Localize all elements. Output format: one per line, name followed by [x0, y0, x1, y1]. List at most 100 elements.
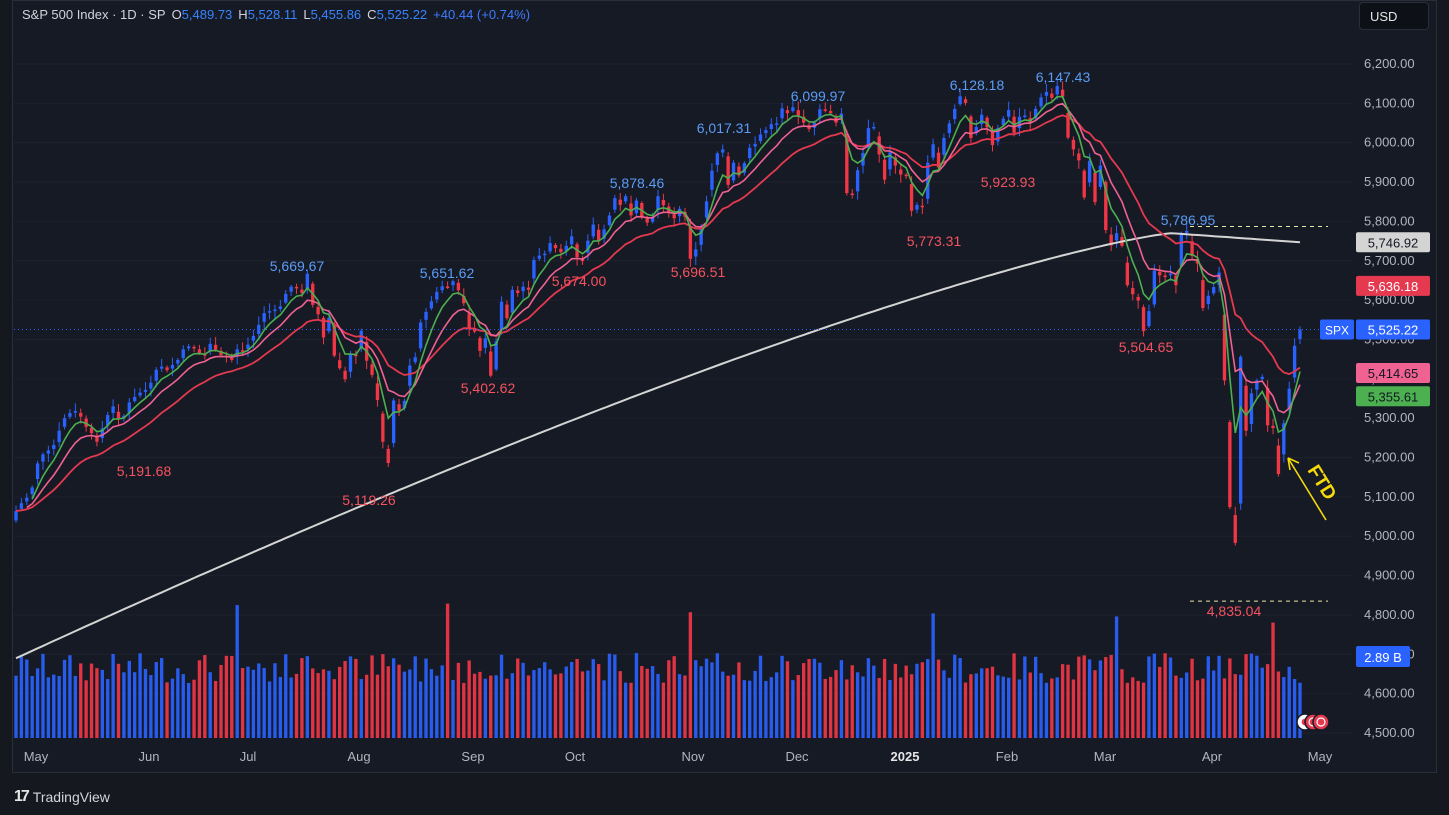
volume-bar	[489, 675, 493, 738]
candle-body	[607, 215, 612, 226]
volume-bar	[73, 675, 78, 738]
volume-bar	[580, 671, 585, 738]
tradingview-logo[interactable]: 17 TradingView	[14, 786, 110, 808]
volume-bar	[192, 679, 196, 738]
volume-bar	[1104, 657, 1108, 738]
candle-body	[1271, 425, 1275, 429]
volume-bar	[1152, 653, 1157, 738]
candle-body	[1287, 388, 1291, 409]
volume-bar	[796, 675, 800, 738]
candle-body	[661, 199, 666, 206]
volume-bar	[122, 672, 126, 738]
volume-bar	[1001, 676, 1005, 738]
candle-body	[402, 400, 407, 409]
volume-bar	[650, 666, 655, 738]
candle-body	[478, 338, 482, 351]
candle-body	[35, 463, 40, 479]
volume-badge-text: 2.89 B	[1364, 650, 1402, 665]
candle-body	[89, 427, 94, 434]
volume-bar	[116, 663, 121, 738]
candle-body	[472, 329, 477, 332]
price-badge-box	[1356, 232, 1430, 253]
y-tick-label: 6,200.00	[1364, 56, 1415, 71]
swing-low-label: 5,773.31	[907, 233, 962, 249]
volume-bar	[737, 662, 741, 738]
x-tick-label: Nov	[681, 749, 705, 764]
currency-button[interactable]: USD	[1359, 2, 1429, 30]
candle-body	[764, 130, 768, 134]
close-value: 5,525.22	[376, 7, 428, 22]
volume-bar	[435, 675, 439, 738]
volume-bar	[672, 656, 676, 738]
candle-body	[489, 351, 493, 376]
candle-body	[278, 306, 283, 309]
candle-body	[68, 413, 72, 417]
y-tick-label: 4,800.00	[1364, 607, 1415, 622]
volume-bar	[1212, 670, 1216, 738]
candle-body	[235, 349, 239, 357]
volume-bar	[321, 669, 326, 738]
volume-bar	[553, 674, 558, 738]
volume-bar	[990, 666, 995, 738]
volume-bar	[213, 680, 218, 738]
volume-bar	[1287, 666, 1291, 738]
candle-body	[1066, 113, 1070, 138]
volume-bar	[348, 656, 353, 738]
volume-bar	[278, 676, 283, 738]
candle-body	[73, 411, 78, 413]
swing-low-label: 5,119.26	[342, 492, 396, 508]
volume-bar	[143, 668, 148, 738]
candle-body	[165, 367, 169, 371]
volume-bar	[888, 680, 892, 738]
volume-bar	[408, 669, 412, 738]
y-tick-label: 4,900.00	[1364, 568, 1415, 583]
volume-bar	[731, 674, 736, 738]
volume-bar	[424, 658, 428, 738]
swing-low-label: 5,402.62	[461, 380, 516, 396]
candle-body	[41, 454, 45, 462]
volume-bar	[861, 676, 865, 738]
candle-body	[775, 123, 779, 125]
volume-bar	[828, 676, 833, 738]
volume-bar	[203, 655, 207, 738]
volume-bar	[629, 682, 633, 738]
candle-body	[1071, 139, 1076, 150]
candle-body	[1023, 115, 1027, 118]
y-tick-label: 5,100.00	[1364, 489, 1415, 504]
candle-body	[791, 107, 795, 112]
volume-bar	[106, 679, 110, 738]
candle-body	[149, 382, 153, 389]
candle-body	[1260, 376, 1264, 380]
symbol-title[interactable]: S&P 500 Index · 1D · SP	[22, 7, 166, 22]
candle-body	[1276, 445, 1281, 475]
volume-bar	[235, 605, 239, 738]
volume-bar	[575, 659, 579, 738]
volume-bar	[974, 673, 978, 738]
candle-body	[19, 503, 24, 509]
candle-body	[273, 309, 277, 312]
volume-bar	[1179, 677, 1183, 738]
candle-body	[823, 109, 827, 111]
candle-body	[1206, 295, 1210, 305]
volume-bar	[1217, 655, 1221, 738]
candle-body	[828, 111, 833, 114]
close-label: C	[367, 7, 377, 22]
candle-body	[893, 157, 898, 166]
chart-frame[interactable]	[12, 0, 1437, 773]
volume-bar	[532, 670, 536, 738]
candle-body	[397, 404, 401, 411]
candle-body	[1255, 380, 1259, 390]
candle-body	[748, 147, 752, 159]
ema-fast-line	[31, 95, 1301, 500]
candle-body	[721, 149, 725, 153]
volume-bar	[1066, 664, 1070, 738]
candle-body	[1006, 110, 1011, 117]
volume-bar	[1233, 674, 1237, 738]
candle-body	[1238, 356, 1243, 504]
candle-body	[656, 196, 660, 211]
candle-body	[424, 311, 428, 320]
candle-body	[980, 114, 984, 125]
volume-bar	[909, 674, 914, 738]
volume-bar	[613, 654, 617, 738]
